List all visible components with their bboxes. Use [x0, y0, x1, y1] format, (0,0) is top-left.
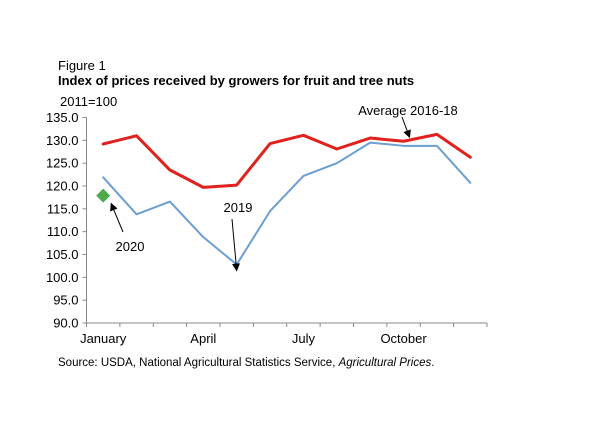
y-tick-label: 115.0 [47, 201, 79, 216]
y-tick-label: 125.0 [46, 156, 79, 171]
chart-title: Index of prices received by growers for … [58, 73, 415, 88]
y-tick-label: 95.0 [53, 293, 78, 308]
annotation-arrow-2019 [231, 218, 241, 272]
y-tick-label: 110.0 [47, 224, 79, 239]
x-tick-label: April [190, 331, 216, 346]
annotation-layer: Average 2016-18 2019 2020 [110, 103, 458, 272]
y-tick-label: 130.0 [46, 133, 79, 148]
figure-label: Figure 1 [58, 58, 106, 73]
source-note: Source: USDA, National Agricultural Stat… [58, 357, 434, 369]
annotation-label-2019: 2019 [224, 200, 253, 215]
y-tick-label: 105.0 [46, 247, 79, 262]
annotation-label-2020: 2020 [116, 239, 145, 254]
source-publication: Agricultural Prices [338, 357, 432, 369]
source-text: Source: USDA, National Agricultural Stat… [58, 357, 339, 369]
x-tick-label: October [380, 331, 427, 346]
x-tick-label: July [292, 331, 316, 346]
source-end: . [431, 357, 435, 369]
annotation-arrow-average-2016-18 [401, 116, 411, 139]
annotation-label-average-2016-18: Average 2016-18 [358, 103, 458, 118]
series-average-2016-18-line [101, 132, 472, 189]
y-tick-label: 100.0 [46, 270, 79, 285]
series-layer [96, 132, 472, 266]
y-tick-label: 90.0 [53, 316, 78, 331]
axes: 2011=100 90.0 95.0 100.0 105.0 110.0 115.0 120.… [46, 94, 488, 346]
series-2019-line [102, 141, 472, 266]
annotation-arrow-2020 [110, 202, 124, 233]
y-axis-label: 2011=100 [60, 94, 117, 109]
y-tick-label: 120.0 [46, 179, 79, 194]
series-2020-marker [96, 188, 111, 203]
x-tick-label: January [80, 331, 127, 346]
y-tick-label: 135.0 [46, 110, 79, 125]
